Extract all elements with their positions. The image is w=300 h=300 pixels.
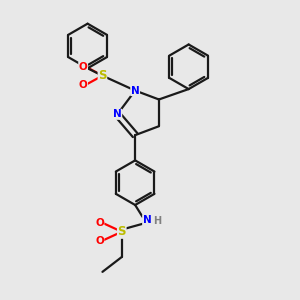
Text: O: O xyxy=(95,218,104,228)
Text: N: N xyxy=(131,85,140,96)
Text: O: O xyxy=(79,80,88,90)
Text: S: S xyxy=(98,69,107,82)
Text: N: N xyxy=(143,215,152,225)
Text: H: H xyxy=(153,216,161,226)
Text: N: N xyxy=(113,109,122,119)
Text: S: S xyxy=(118,225,126,238)
Text: O: O xyxy=(79,62,88,72)
Text: O: O xyxy=(95,236,104,246)
